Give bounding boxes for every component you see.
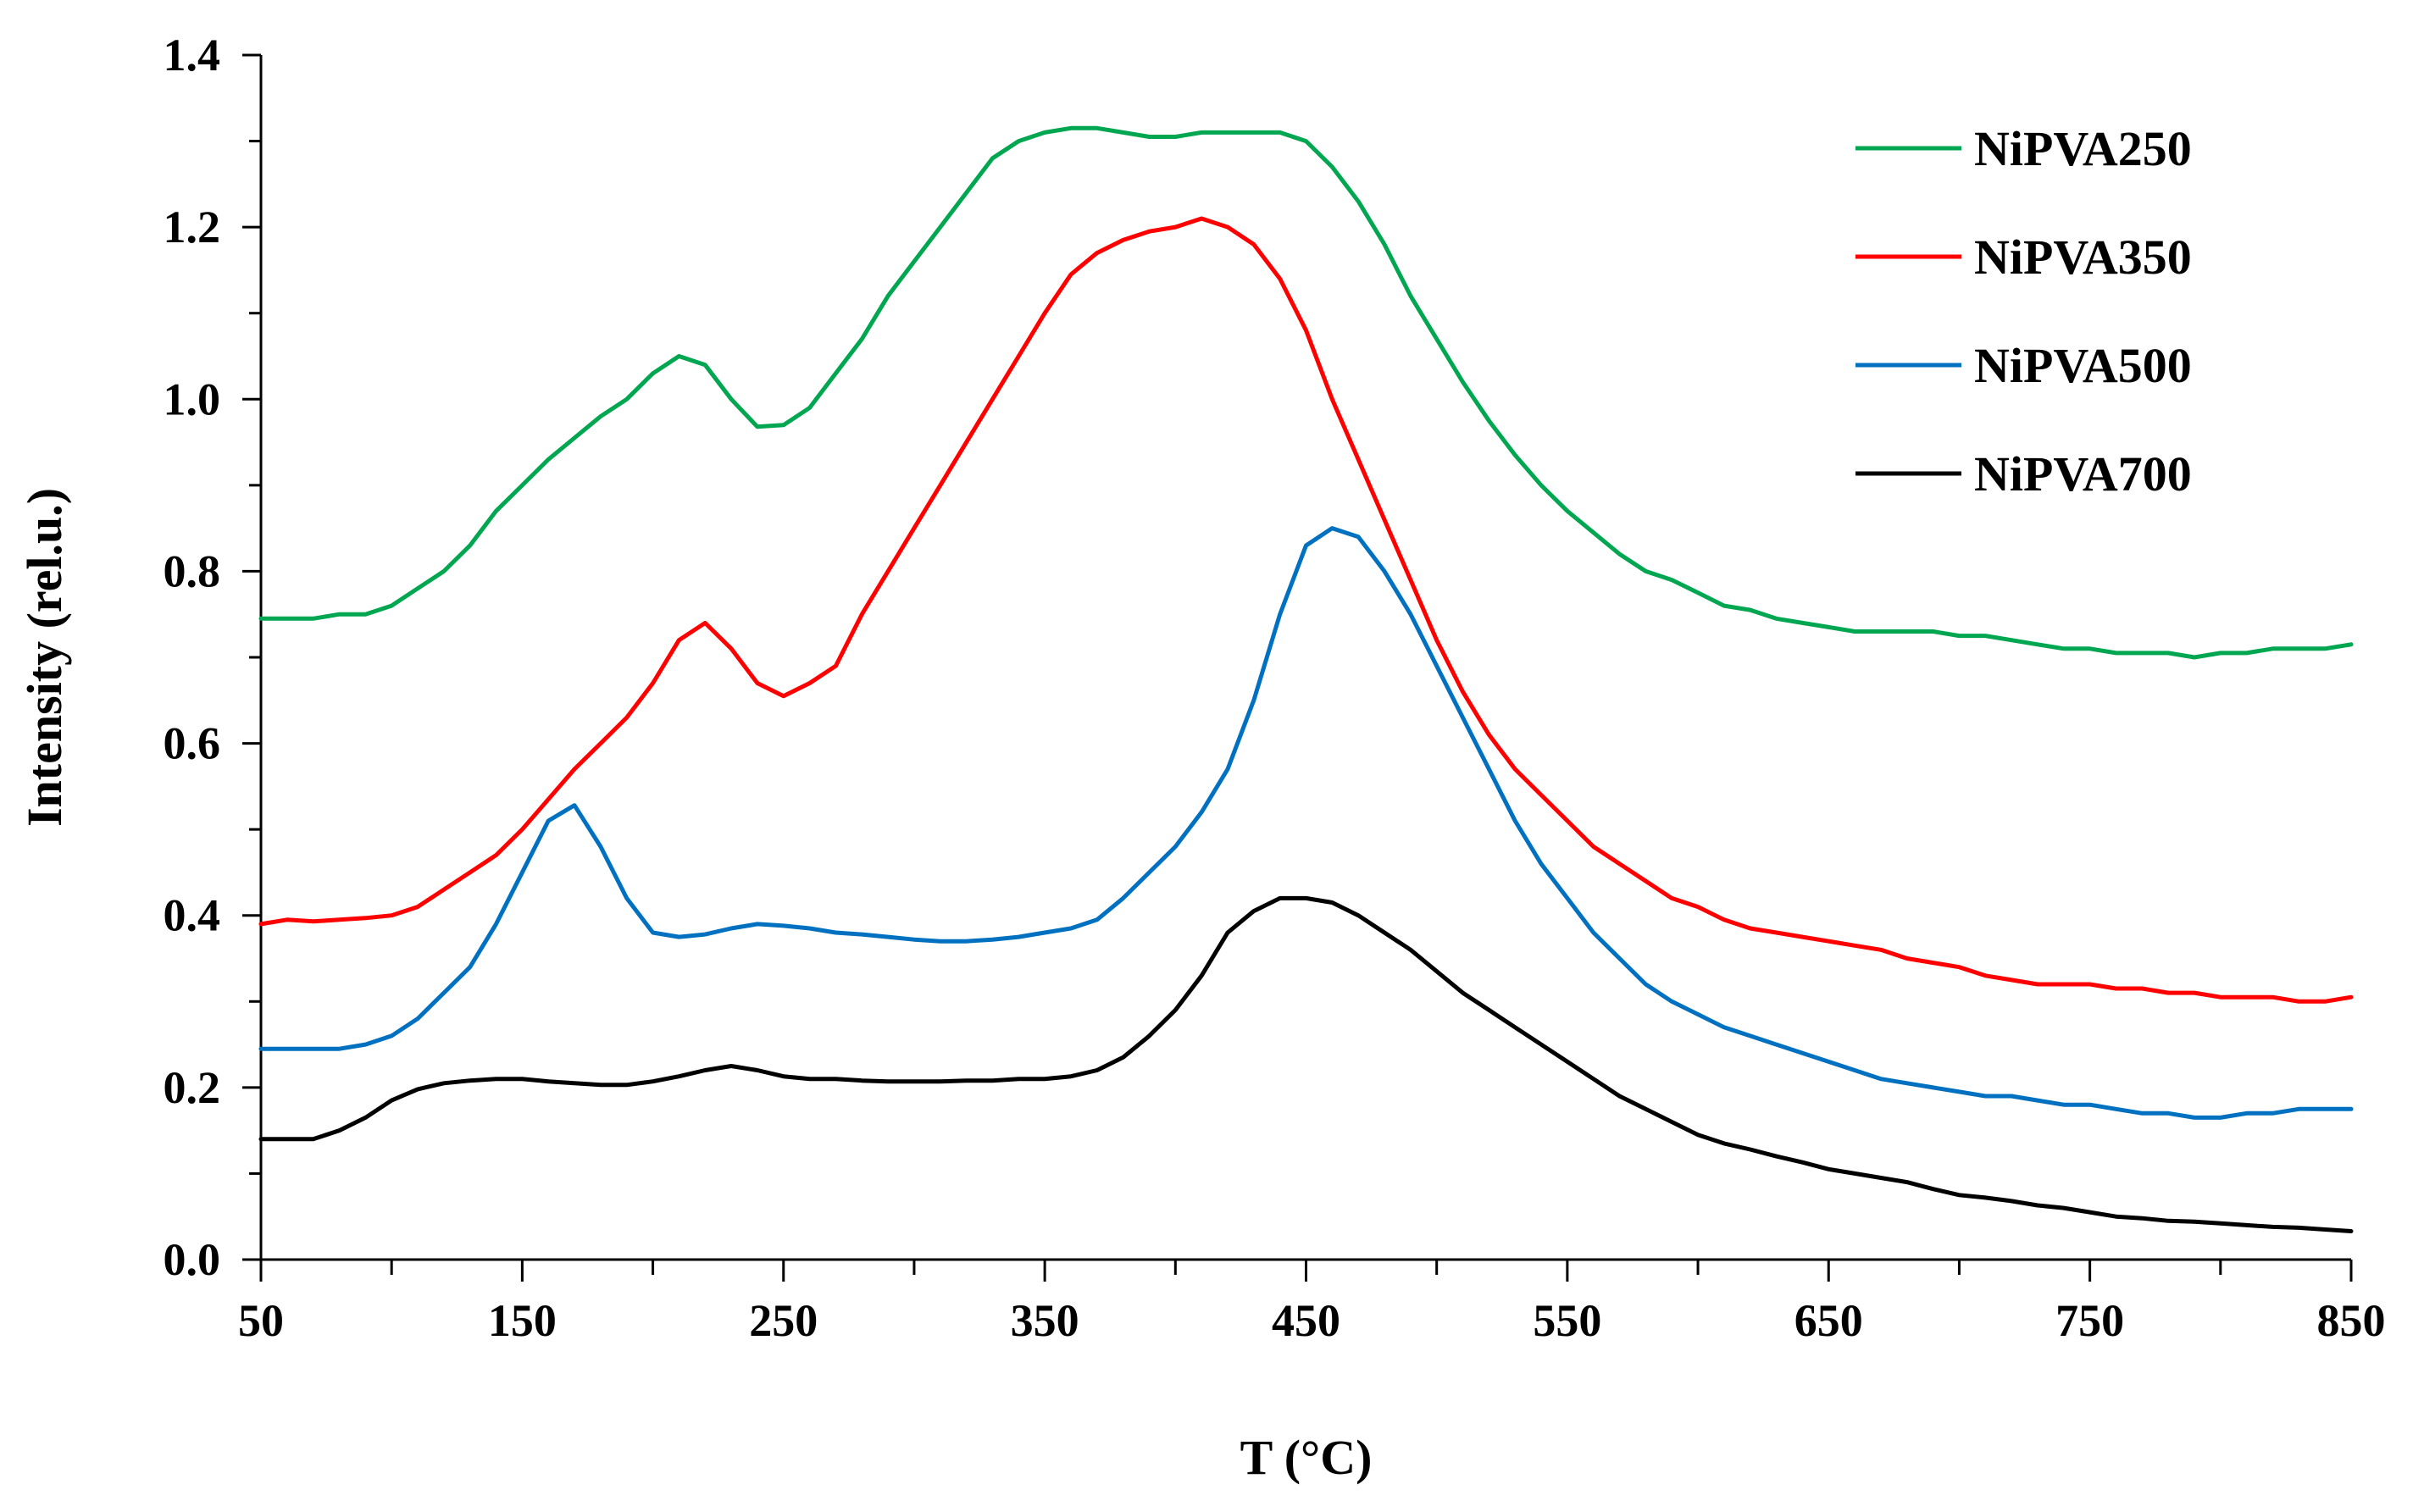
x-tick-label: 350: [1011, 1295, 1079, 1346]
y-tick-label: 0.2: [164, 1062, 221, 1113]
x-tick-label: 550: [1533, 1295, 1601, 1346]
legend-label-nipva700: NiPVA700: [1974, 446, 2192, 501]
x-tick-label: 450: [1272, 1295, 1340, 1346]
series-line-nipva700: [258, 895, 2354, 1233]
y-tick-label: 1.0: [164, 374, 221, 424]
x-tick-label: 650: [1794, 1295, 1863, 1346]
series-layer: [258, 125, 2354, 1233]
y-tick-label: 0.0: [164, 1234, 221, 1285]
x-tick-label: 50: [238, 1295, 284, 1346]
x-tick-label: 750: [2055, 1295, 2124, 1346]
x-tick-label: 250: [749, 1295, 818, 1346]
y-axis-title: Intensity (rel.u.): [17, 488, 72, 827]
y-tick-label: 1.4: [164, 30, 221, 80]
y-tick-label: 0.8: [164, 546, 221, 596]
x-axis-title: T (°C): [1240, 1430, 1373, 1485]
x-tick-label: 150: [488, 1295, 557, 1346]
x-tick-label: 850: [2317, 1295, 2386, 1346]
legend-label-nipva350: NiPVA350: [1974, 230, 2192, 285]
series-line-nipva250: [258, 125, 2354, 660]
series-line-nipva350: [258, 216, 2354, 1004]
axes: 50 150 250 350 450 550 650 750 850 0.00.20.40.60…: [164, 30, 2386, 1346]
legend-label-nipva500: NiPVA500: [1974, 338, 2192, 393]
y-tick-label: 0.4: [164, 890, 221, 941]
y-tick-label: 0.6: [164, 718, 221, 769]
legend: NiPVA250 NiPVA350 NiPVA500 NiPVA700: [1855, 121, 2192, 501]
x-ticks: 50 150 250 350 450 550 650 750 850: [238, 1260, 2386, 1346]
y-tick-label: 1.2: [164, 202, 221, 252]
series-line-nipva500: [258, 526, 2354, 1120]
legend-label-nipva250: NiPVA250: [1974, 121, 2192, 176]
y-ticks: 0.0 0.2 0.4 0.6 0.8 1.0 1.2 1.4: [164, 30, 261, 1285]
